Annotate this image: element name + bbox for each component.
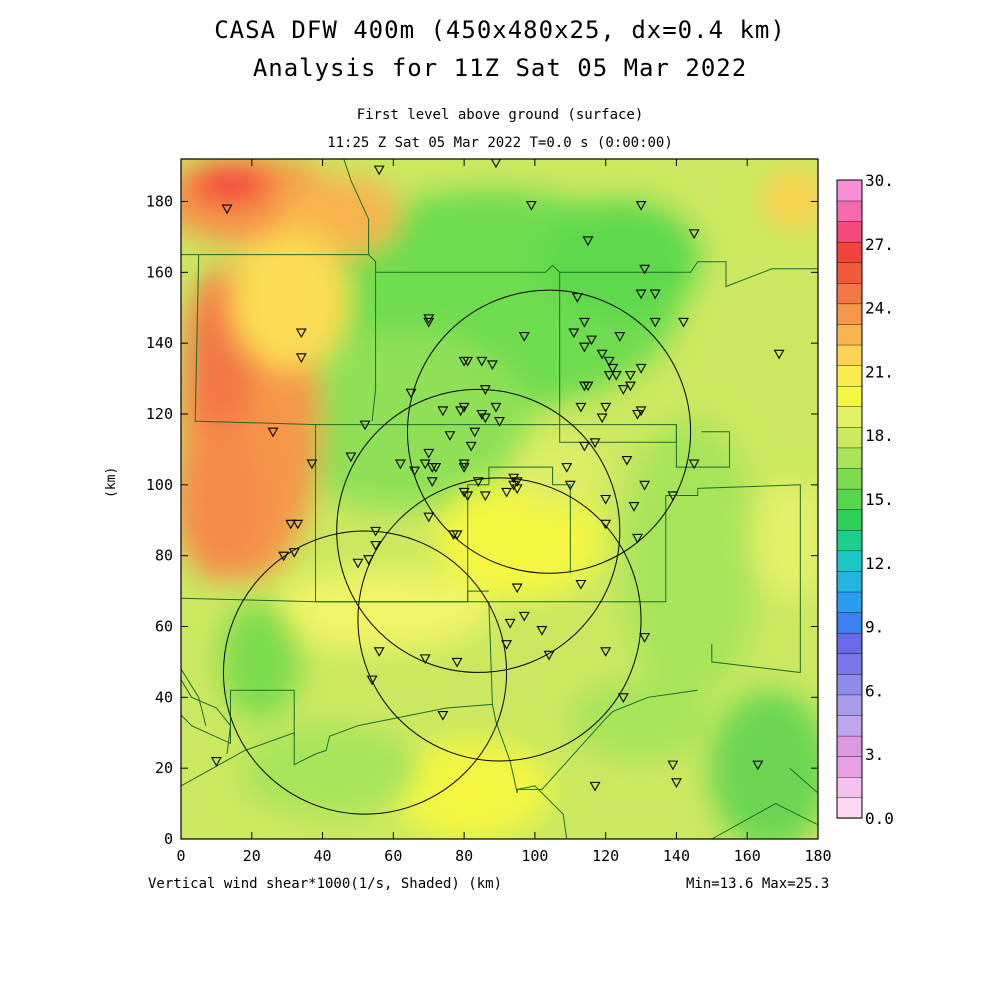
colorbar-swatch (836, 365, 863, 387)
field-caption: Vertical wind shear*1000(1/s, Shaded) (k… (148, 876, 503, 892)
radar-range-ring (336, 388, 621, 673)
map-title-line2: Analysis for 11Z Sat 05 Mar 2022 (252, 54, 748, 82)
county-boundary-line (517, 785, 568, 839)
colorbar-swatch (836, 467, 863, 490)
colorbar-labels: 0.0 3. 6. 9. 12. 15. 18. 21. 24. 27. 30. (865, 171, 894, 828)
y-tick-label: 100 (146, 476, 173, 494)
colorbar-label: 21. (865, 362, 894, 381)
colorbar-swatch (836, 447, 863, 469)
y-tick-label: 60 (155, 618, 173, 636)
radar-range-ring (406, 289, 692, 574)
county-boundary-line (181, 668, 207, 726)
colorbar-label: 30. (865, 171, 894, 190)
colorbar-frame (836, 179, 863, 819)
radar-range-ring (357, 477, 642, 762)
county-boundary-line (491, 689, 698, 794)
plot-frame (180, 158, 819, 840)
x-tick-label: 100 (521, 847, 548, 865)
y-axis-label: (km) (104, 466, 119, 498)
colorbar-swatch (836, 611, 863, 634)
colorbar-swatch (836, 632, 863, 654)
x-tick-label: 180 (804, 847, 831, 865)
x-tick-label: 60 (384, 847, 402, 865)
county-boundary-line (315, 424, 730, 468)
colorbar-swatch (836, 282, 863, 305)
colorbar-swatch (836, 509, 863, 531)
x-tick-label: 160 (734, 847, 761, 865)
county-boundary-line (467, 590, 489, 602)
x-tick-label: 120 (592, 847, 619, 865)
colorbar-label: 27. (865, 235, 894, 254)
colorbar-swatch (836, 797, 863, 819)
colorbar-swatch (836, 653, 863, 675)
y-tick-label: 180 (146, 193, 173, 211)
x-tick-label: 20 (243, 847, 261, 865)
y-tick-label: 80 (155, 547, 173, 565)
colorbar (836, 179, 863, 819)
x-tick-label: 0 (176, 847, 185, 865)
colorbar-swatch (836, 179, 863, 202)
colorbar-swatch (836, 776, 863, 799)
colorbar-swatch (836, 220, 863, 243)
map-title-line1: CASA DFW 400m (450x480x25, dx=0.4 km) (214, 16, 786, 44)
county-boundary-line (181, 159, 370, 256)
colorbar-swatch (836, 303, 863, 325)
colorbar-swatch (836, 570, 863, 593)
shaded-field (181, 159, 818, 839)
colorbar-swatch (836, 756, 863, 778)
county-boundary-line (559, 261, 818, 288)
colorbar-swatch (836, 488, 863, 510)
colorbar-label: 24. (865, 299, 894, 318)
colorbar-swatch (836, 694, 863, 716)
level-subtitle: First level above ground (surface) (356, 107, 644, 123)
y-tick-label: 20 (155, 759, 173, 777)
colorbar-swatch (836, 591, 863, 613)
colorbar-swatch (836, 714, 863, 737)
colorbar-swatch (836, 735, 863, 757)
county-boundary-line (315, 484, 801, 674)
colorbar-label: 6. (865, 681, 884, 700)
colorbar-label: 18. (865, 426, 894, 445)
colorbar-swatch (836, 241, 863, 263)
colorbar-swatch (836, 262, 863, 284)
colorbar-swatch (836, 550, 863, 572)
y-tick-label: 140 (146, 334, 173, 352)
county-boundary-line (181, 597, 316, 603)
county-boundary-line (789, 767, 818, 794)
county-boundary-line (711, 803, 818, 839)
county-boundary-line (371, 272, 377, 422)
y-tick-label: 120 (146, 405, 173, 423)
radar-range-ring (222, 530, 508, 815)
colorbar-swatch (836, 344, 863, 366)
colorbar-label: 9. (865, 618, 884, 637)
colorbar-label: 3. (865, 745, 884, 764)
x-axis-ticks: 0 20 40 60 80 100 120 140 160 180 (176, 159, 832, 865)
y-axis-ticks: 0 20 40 60 80 100 120 140 160 180 (146, 193, 818, 848)
y-tick-label: 0 (164, 830, 173, 848)
min-max-caption: Min=13.6 Max=25.3 (686, 876, 830, 892)
time-subtitle: 11:25 Z Sat 05 Mar 2022 T=0.0 s (0:00:00… (327, 135, 673, 151)
colorbar-swatch (836, 529, 863, 552)
y-tick-label: 40 (155, 688, 173, 706)
colorbar-swatch (836, 673, 863, 696)
x-tick-label: 40 (314, 847, 332, 865)
colorbar-swatch (836, 323, 863, 346)
x-tick-label: 80 (455, 847, 473, 865)
county-boundary-line (181, 601, 493, 787)
colorbar-swatch (836, 426, 863, 449)
y-tick-label: 160 (146, 263, 173, 281)
county-boundary-line (368, 254, 677, 443)
colorbar-swatch (836, 385, 863, 407)
colorbar-label: 12. (865, 554, 894, 573)
colorbar-swatch (836, 200, 863, 222)
colorbar-swatch (836, 406, 863, 428)
colorbar-label: 0.0 (865, 809, 894, 828)
radar-range-rings (222, 289, 692, 815)
x-tick-label: 140 (663, 847, 690, 865)
county-boundary-line (181, 679, 232, 755)
colorbar-label: 15. (865, 490, 894, 509)
